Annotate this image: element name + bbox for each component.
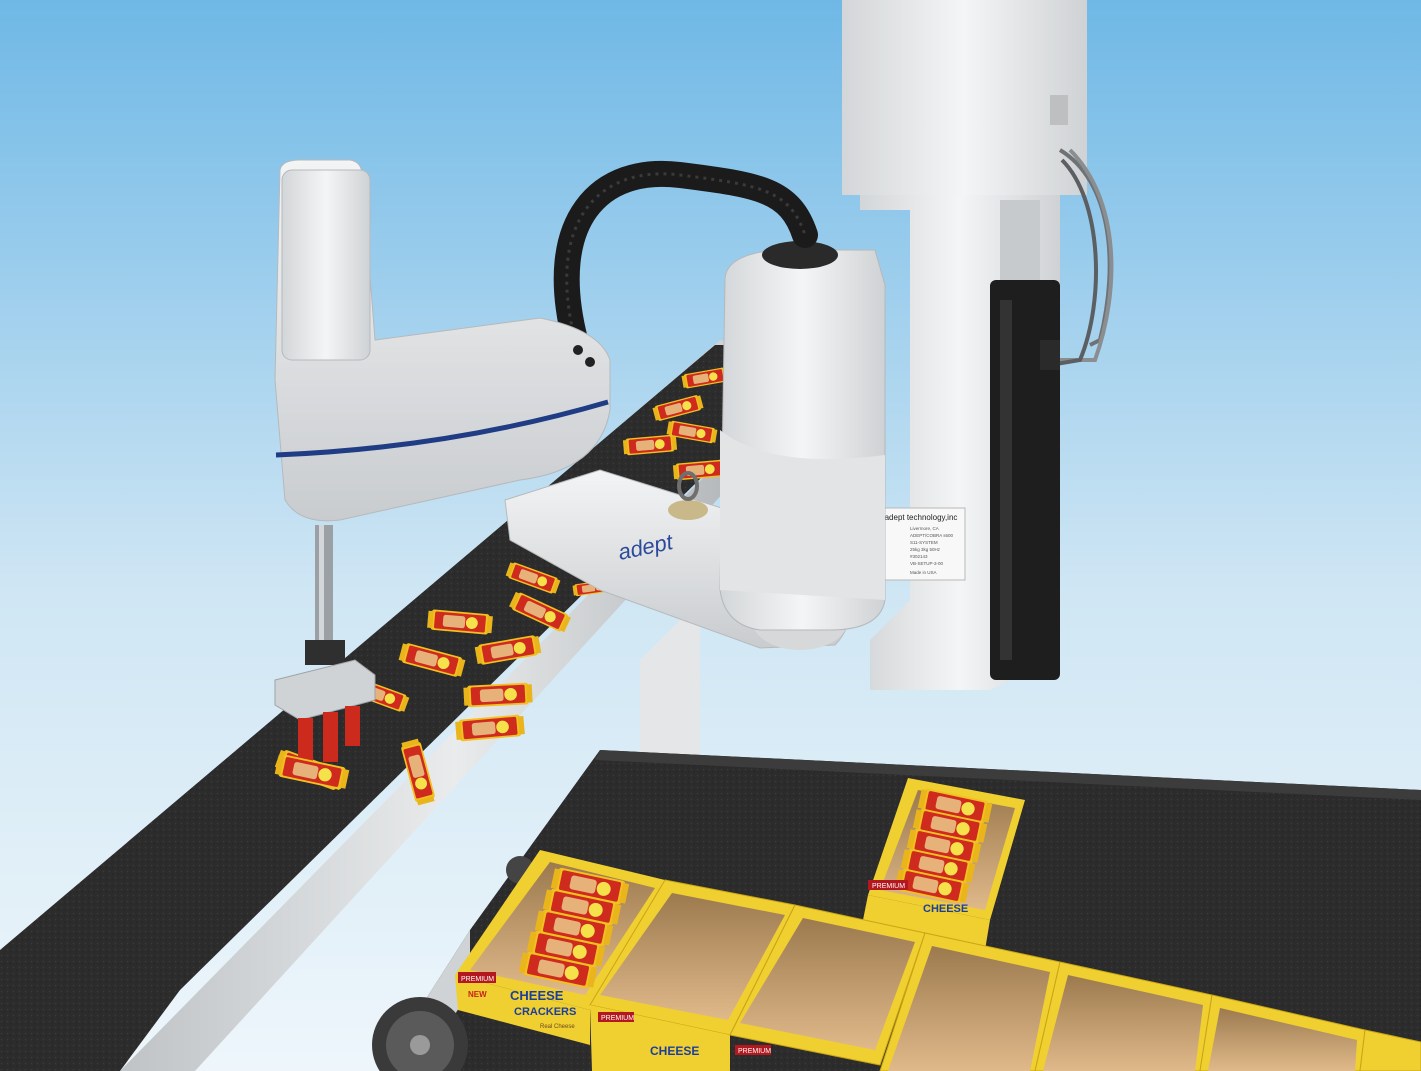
box-premium-label: PREMIUM xyxy=(601,1015,634,1022)
box-premium-label: PREMIUM xyxy=(872,883,905,890)
robot-shoulder xyxy=(719,241,886,631)
vacuum-gripper-plate xyxy=(274,659,376,721)
box-tagline: Real Cheese xyxy=(540,1024,575,1030)
nameplate-line: Livermore, CA xyxy=(910,526,939,531)
suction-cup xyxy=(298,718,313,768)
lifting-eye-bolt xyxy=(668,500,708,520)
empty-boxes: PREMIUM CHEESE PREMIUM xyxy=(589,879,1421,1071)
box-product-subname: CRACKERS xyxy=(514,1006,576,1018)
arm-motor-cover xyxy=(281,169,371,361)
nameplate-line: #302143 xyxy=(910,554,928,559)
box-product-name: CHEESE xyxy=(650,1044,699,1058)
nameplate-line: Made in USA xyxy=(910,570,937,575)
suction-cup xyxy=(323,712,338,762)
nameplate-company: adept technology,inc xyxy=(885,513,958,522)
box-new-badge: NEW xyxy=(468,990,487,999)
box-premium-label: PREMIUM xyxy=(738,1048,771,1055)
nameplate-line: S11-SYSTEM xyxy=(910,540,938,545)
suction-cup xyxy=(345,706,360,746)
robot-outer-arm xyxy=(274,159,611,522)
robot-quill-gripper xyxy=(274,525,376,768)
nameplate-line: 25kg 3kg 50Hz xyxy=(910,547,941,552)
robot-nameplate: adept technology,inc Livermore, CA ADEPT… xyxy=(876,507,966,581)
filled-box-right: PREMIUM CHEESE xyxy=(862,778,1025,950)
box-product-name: CHEESE xyxy=(510,988,564,1003)
nameplate-line: ADEPT/COBRA s600 xyxy=(910,533,954,538)
box-premium-label: PREMIUM xyxy=(461,976,494,983)
nameplate-line: VB-SETUP-3-00 xyxy=(910,561,944,566)
box-product-name: CHEESE xyxy=(923,903,968,915)
arm-blue-stripe xyxy=(275,399,609,458)
